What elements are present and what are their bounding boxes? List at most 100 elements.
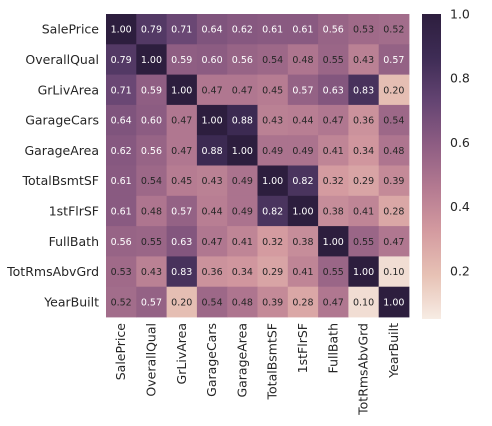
heatmap-cell-TotRmsAbvGrd-TotRmsAbvGrd [348, 256, 380, 288]
y-tick-label: OverallQual [25, 52, 99, 67]
cell-value-label: 0.10 [383, 267, 404, 278]
cell-value-label: 0.49 [292, 146, 313, 157]
heatmap-cell-GarageArea-OverallQual [136, 135, 167, 166]
x-tick-label: TotalBsmtSF [265, 323, 280, 400]
heatmap-cell-OverallQual-TotalBsmtSF [257, 44, 289, 75]
y-tick-label: FullBath [49, 234, 99, 249]
cell-value-label: 0.47 [323, 116, 344, 127]
cell-value-label: 0.57 [141, 297, 162, 308]
heatmap-cell-1stFlrSF-SalePrice [106, 195, 137, 227]
heatmap-cell-GarageArea-GarageArea [227, 135, 258, 166]
heatmap-cell-FullBath-SalePrice [106, 226, 137, 257]
heatmap-cell-GarageCars-GarageArea [227, 104, 258, 136]
cell-value-label: 0.71 [111, 85, 132, 96]
y-axis-tick-labels: SalePrice OverallQual GrLivArea GarageCars G… [6, 22, 99, 310]
cell-value-label: 1.00 [171, 85, 192, 96]
y-tick-label: GrLivArea [38, 82, 99, 97]
heatmap-cell-GarageCars-FullBath [318, 104, 349, 136]
cell-value-label: 0.54 [262, 55, 283, 66]
cell-value-label: 0.57 [383, 55, 404, 66]
cell-value-label: 0.34 [232, 267, 253, 278]
cell-value-label: 0.49 [232, 176, 253, 187]
heatmap-cell-GarageArea-YearBuilt [378, 135, 410, 166]
heatmap-cell-GrLivArea-OverallQual [136, 74, 167, 106]
heatmap-cell-OverallQual-OverallQual [136, 44, 167, 75]
cell-value-label: 0.43 [201, 176, 222, 187]
heatmap-cell-SalePrice-TotalBsmtSF [257, 14, 289, 45]
heatmap-cell-GarageCars-TotalBsmtSF [257, 104, 289, 136]
cell-value-label: 0.34 [353, 146, 374, 157]
x-axis-tick-labels: SalePrice OverallQual GrLivArea GarageCars G… [113, 323, 401, 416]
x-tick-label: 1stFlrSF [295, 323, 310, 373]
cell-value-label: 0.79 [141, 25, 162, 36]
cell-value-label: 0.44 [292, 116, 313, 127]
heatmap-cell-TotRmsAbvGrd-YearBuilt [378, 256, 410, 288]
cell-value-label: 0.61 [292, 25, 313, 36]
heatmap-cell-SalePrice-TotRmsAbvGrd [348, 14, 380, 45]
heatmap-cell-FullBath-1stFlrSF [287, 226, 319, 257]
colorbar-tick-label: 0.2 [450, 263, 470, 278]
cell-value-label: 0.29 [353, 176, 374, 187]
cell-value-label: 0.55 [141, 237, 162, 248]
x-tick-label: SalePrice [113, 323, 128, 381]
heatmap-cell-OverallQual-GrLivArea [166, 44, 198, 75]
heatmap-cell-FullBath-GarageCars [196, 226, 228, 257]
cell-value-label: 0.54 [201, 297, 222, 308]
heatmap-cell-TotalBsmtSF-GrLivArea [166, 165, 198, 197]
heatmap-cell-1stFlrSF-TotRmsAbvGrd [348, 195, 380, 227]
cell-value-label: 0.55 [323, 55, 344, 66]
cell-value-label: 0.20 [383, 85, 404, 96]
heatmap-cell-FullBath-OverallQual [136, 226, 167, 257]
heatmap-cell-GarageArea-TotRmsAbvGrd [348, 135, 380, 166]
cell-value-label: 0.64 [201, 25, 222, 36]
heatmap-cell-GrLivArea-GarageArea [227, 74, 258, 106]
cell-value-label: 0.60 [141, 116, 162, 127]
heatmap-cell-YearBuilt-FullBath [318, 286, 349, 318]
cell-value-label: 1.00 [111, 25, 132, 36]
cell-value-label: 0.54 [141, 176, 162, 187]
heatmap-cell-SalePrice-FullBath [318, 14, 349, 45]
cell-value-label: 0.56 [141, 146, 162, 157]
x-tick-label: GarageArea [234, 323, 249, 398]
cell-value-label: 1.00 [262, 176, 283, 187]
cell-value-label: 0.79 [111, 55, 132, 66]
cell-value-label: 0.61 [262, 25, 283, 36]
cell-value-label: 0.47 [201, 237, 222, 248]
cell-value-label: 0.44 [201, 206, 222, 217]
cell-value-label: 0.48 [141, 206, 162, 217]
heatmap-cell-YearBuilt-TotalBsmtSF [257, 286, 289, 318]
cell-value-label: 1.00 [141, 55, 162, 66]
cell-value-label: 0.57 [292, 85, 313, 96]
cell-value-label: 0.49 [262, 146, 283, 157]
heatmap-cell-GrLivArea-1stFlrSF [287, 74, 319, 106]
cell-value-label: 0.52 [111, 297, 132, 308]
heatmap-cell-TotalBsmtSF-OverallQual [136, 165, 167, 197]
heatmap-cell-OverallQual-YearBuilt [378, 44, 410, 75]
heatmap-cell-GrLivArea-GarageCars [196, 74, 228, 106]
colorbar-tick-label: 0.4 [450, 199, 470, 214]
heatmap-cell-1stFlrSF-YearBuilt [378, 195, 410, 227]
cell-value-label: 0.83 [353, 85, 374, 96]
cell-value-label: 1.00 [323, 237, 344, 248]
heatmap-cell-SalePrice-GarageCars [196, 14, 228, 45]
cell-value-label: 0.61 [111, 206, 132, 217]
cell-value-label: 0.43 [141, 267, 162, 278]
cell-value-label: 0.36 [353, 116, 374, 127]
heatmap-cell-GarageArea-SalePrice [106, 135, 137, 166]
y-tick-label: GarageCars [25, 113, 99, 128]
heatmap-cell-TotRmsAbvGrd-GarageCars [196, 256, 228, 288]
cell-value-label: 0.47 [201, 85, 222, 96]
heatmap-cell-SalePrice-GrLivArea [166, 14, 198, 45]
heatmap-cell-YearBuilt-1stFlrSF [287, 286, 319, 318]
heatmap-cell-OverallQual-GarageArea [227, 44, 258, 75]
heatmap-cell-TotRmsAbvGrd-1stFlrSF [287, 256, 319, 288]
colorbar-gradient [422, 14, 441, 319]
heatmap-cell-YearBuilt-GarageCars [196, 286, 228, 318]
heatmap-cell-FullBath-TotRmsAbvGrd [348, 226, 380, 257]
y-tick-label: TotRmsAbvGrd [6, 264, 99, 279]
cell-value-label: 0.47 [383, 237, 404, 248]
cell-value-label: 0.56 [323, 25, 344, 36]
cell-value-label: 0.83 [171, 267, 192, 278]
heatmap-cell-FullBath-TotalBsmtSF [257, 226, 289, 257]
heatmap-cell-GarageArea-GarageCars [196, 135, 228, 166]
